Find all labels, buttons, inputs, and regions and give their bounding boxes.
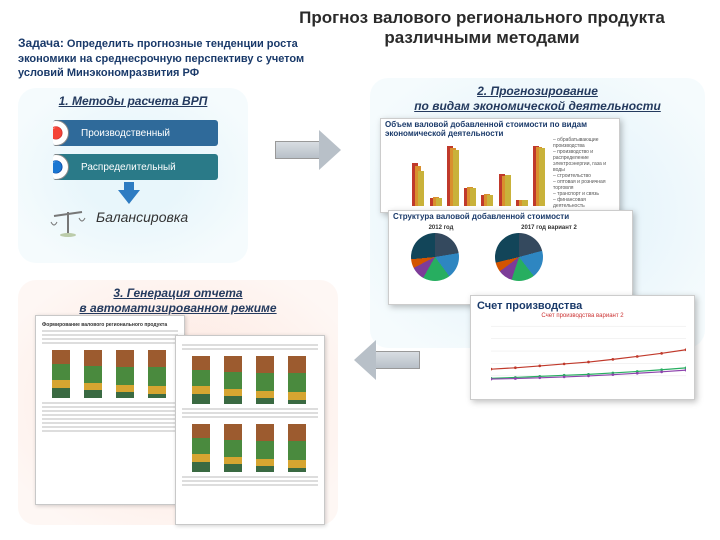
pie-2012: [411, 233, 459, 281]
panel1-title: 1. Методы расчета ВРП: [18, 88, 248, 113]
pie-2017: [495, 233, 543, 281]
doc-a-heading: Формирование валового регионального прод…: [42, 322, 178, 328]
report-page-2: [175, 335, 325, 525]
method-a-label: Производственный: [73, 128, 170, 139]
arrow-down-icon: [118, 190, 140, 204]
chart-c-title: Счет производства: [471, 296, 694, 313]
doc-c-chart: [182, 422, 318, 472]
panel-methods: 1. Методы расчета ВРП 🔴 Производственный…: [18, 88, 248, 263]
doc-b-chart: [182, 354, 318, 404]
doc-a-chart: [42, 348, 178, 398]
chart-b-title: Структура валовой добавленной стоимости: [389, 211, 632, 223]
method-pills: 🔴 Производственный 🔵 Распределительный: [53, 120, 218, 188]
method-production: 🔴 Производственный: [53, 120, 218, 146]
balance-label: Балансировка: [96, 210, 216, 225]
chart-structure-pies: Структура валовой добавленной стоимости …: [388, 210, 633, 305]
pie-year-2: 2017 год вариант 2: [519, 225, 579, 231]
panel3-title: 3. Генерация отчетав автоматизированном …: [18, 280, 338, 320]
distribution-icon: 🔵: [53, 154, 69, 180]
line-chart-svg: [491, 320, 686, 388]
method-distribution: 🔵 Распределительный: [53, 154, 218, 180]
task-block: Задача: Определить прогнозные тенденции …: [18, 36, 348, 80]
arrow-right-icon: [275, 130, 345, 170]
panel2-title: 2. Прогнозированиепо видам экономической…: [370, 78, 705, 118]
production-icon: 🔴: [53, 120, 69, 146]
scales-icon: [48, 208, 88, 238]
pie-year-1: 2012 год: [411, 225, 471, 231]
method-b-label: Распределительный: [73, 162, 176, 173]
chart-volume-bars: Объем валовой добавленной стоимости по в…: [380, 118, 620, 213]
chart-production-account: Счет производства Счет производства вари…: [470, 295, 695, 400]
task-label: Задача:: [18, 36, 64, 50]
chart-c-subtitle: Счет производства вариант 2: [471, 313, 694, 319]
arrow-left-icon: [350, 340, 420, 380]
report-page-1: Формирование валового регионального прод…: [35, 315, 185, 505]
